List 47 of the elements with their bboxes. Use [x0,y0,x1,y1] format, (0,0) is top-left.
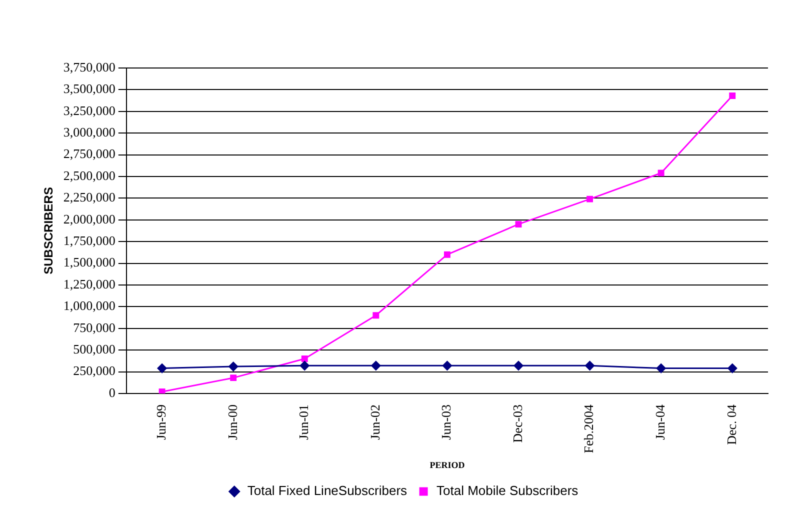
y-tick-label: 2,500,000 [63,168,116,183]
point [729,92,736,99]
y-tick-label: 3,000,000 [63,124,116,140]
point [514,360,524,370]
y-tick-label: 1,750,000 [63,232,116,248]
y-axis-title: SUBSCRIBERS [42,187,56,274]
point [515,220,522,228]
legend-label: Total Mobile Subscribers [436,483,579,498]
y-tick-label: 2,750,000 [63,146,116,162]
point [157,364,167,374]
point [658,170,664,176]
y-tick-label: 3,750,000 [63,59,116,74]
point [444,251,450,258]
x-tick-label: Feb.2004 [581,404,596,454]
point [442,360,452,370]
x-tick-label: Jun-02 [367,404,382,440]
y-tick-label: 250,000 [73,363,116,378]
legend-label: Total Fixed LineSubscribers [247,483,408,498]
y-tick-label: 0 [108,384,116,400]
x-tick-label: Jun-99 [153,404,168,440]
point [371,360,381,370]
x-tick-label: Jun-04 [652,404,668,440]
y-tick-label: 2,000,000 [63,211,116,226]
point [585,360,595,370]
y-tick-label: 1,500,000 [63,254,116,270]
point [300,360,310,370]
point [301,356,308,362]
y-tick-label: 3,250,000 [63,102,116,118]
point [230,374,237,382]
point [586,196,594,202]
point [656,364,666,374]
point [728,364,738,374]
point [372,312,380,319]
x-tick-label: Jun-01 [296,404,312,440]
x-tick-label: Jun-00 [224,404,240,440]
point [158,388,166,394]
y-tick-label: 2,250,000 [63,190,116,205]
y-tick-label: 1,000,000 [63,298,116,314]
y-tick-label: 500,000 [73,341,116,356]
x-axis-title: PERIOD [430,460,466,470]
y-tick-label: 3,500,000 [63,81,116,96]
y-tick-label: 750,000 [73,320,116,335]
x-tick-label: Jun-03 [438,404,454,440]
y-tick-label: 1,250,000 [63,276,116,292]
x-tick-label: Dec. 04 [724,404,739,445]
point [228,362,238,372]
x-tick-label: Dec-03 [510,404,525,443]
